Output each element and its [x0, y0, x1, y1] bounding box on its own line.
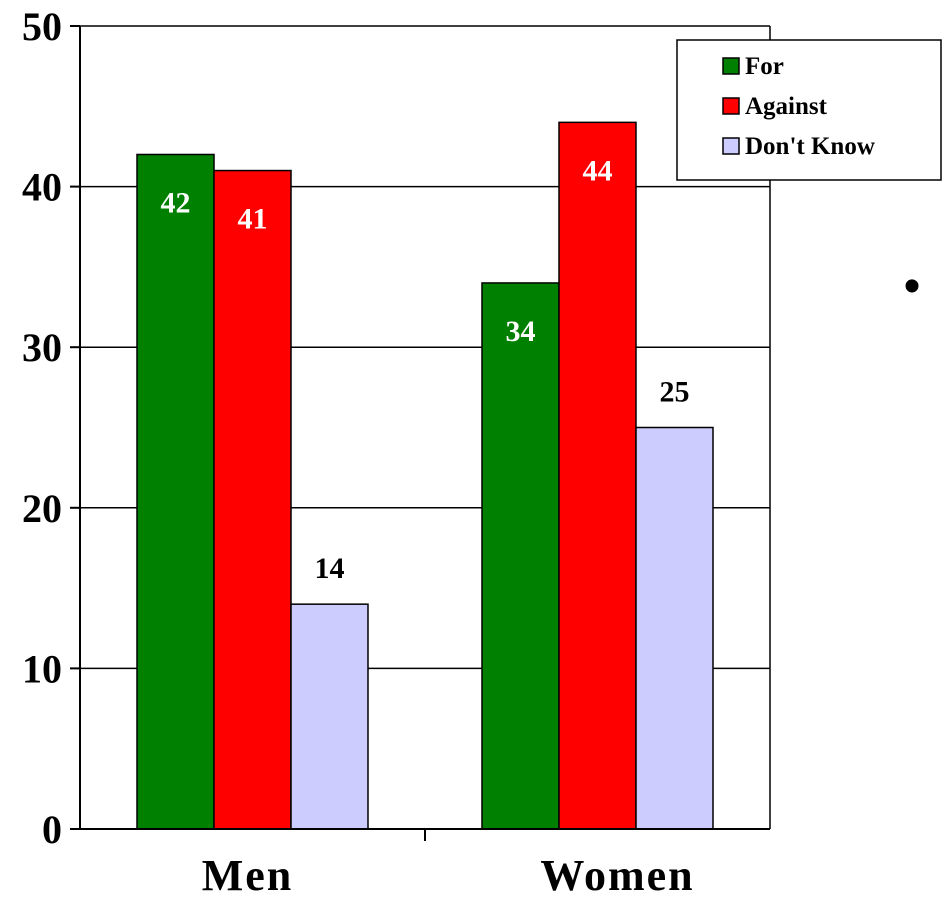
- y-tick-label: 20: [22, 486, 62, 531]
- bar-women-0: [481, 282, 560, 830]
- data-label: 42: [161, 186, 191, 219]
- y-tick-label: 30: [22, 325, 62, 370]
- data-label: 34: [506, 315, 536, 348]
- data-label: 44: [583, 154, 613, 187]
- y-tick-label: 0: [42, 807, 62, 852]
- bar-men-1: [213, 169, 292, 830]
- y-tick-label: 10: [22, 646, 62, 691]
- bar-men-0: [136, 153, 215, 830]
- data-label: 41: [238, 203, 268, 236]
- legend-swatch: [722, 57, 740, 75]
- bar-women-2: [635, 426, 714, 830]
- data-labels: 42 41 14 34 44 25: [161, 154, 690, 585]
- category-labels: Men Women: [202, 851, 694, 898]
- y-tick-labels: 0 10 20 30 40 50: [22, 4, 62, 852]
- legend-swatch: [722, 137, 740, 155]
- legend-label: For: [745, 53, 784, 80]
- y-tick-label: 40: [22, 165, 62, 210]
- legend: For Against Don't Know: [676, 39, 942, 181]
- bars: [136, 121, 714, 830]
- legend-box: [676, 39, 942, 181]
- data-label: 14: [315, 552, 345, 585]
- legend-label: Against: [745, 93, 828, 120]
- bar-women-1: [558, 121, 637, 830]
- bar-men-2: [290, 603, 369, 830]
- y-tick-label: 50: [22, 4, 62, 49]
- bullet-point: •: [904, 260, 921, 313]
- data-label: 25: [660, 376, 690, 409]
- category-label: Men: [202, 851, 294, 898]
- legend-label: Don't Know: [745, 133, 875, 160]
- category-label: Women: [540, 851, 694, 898]
- legend-swatch: [722, 97, 740, 115]
